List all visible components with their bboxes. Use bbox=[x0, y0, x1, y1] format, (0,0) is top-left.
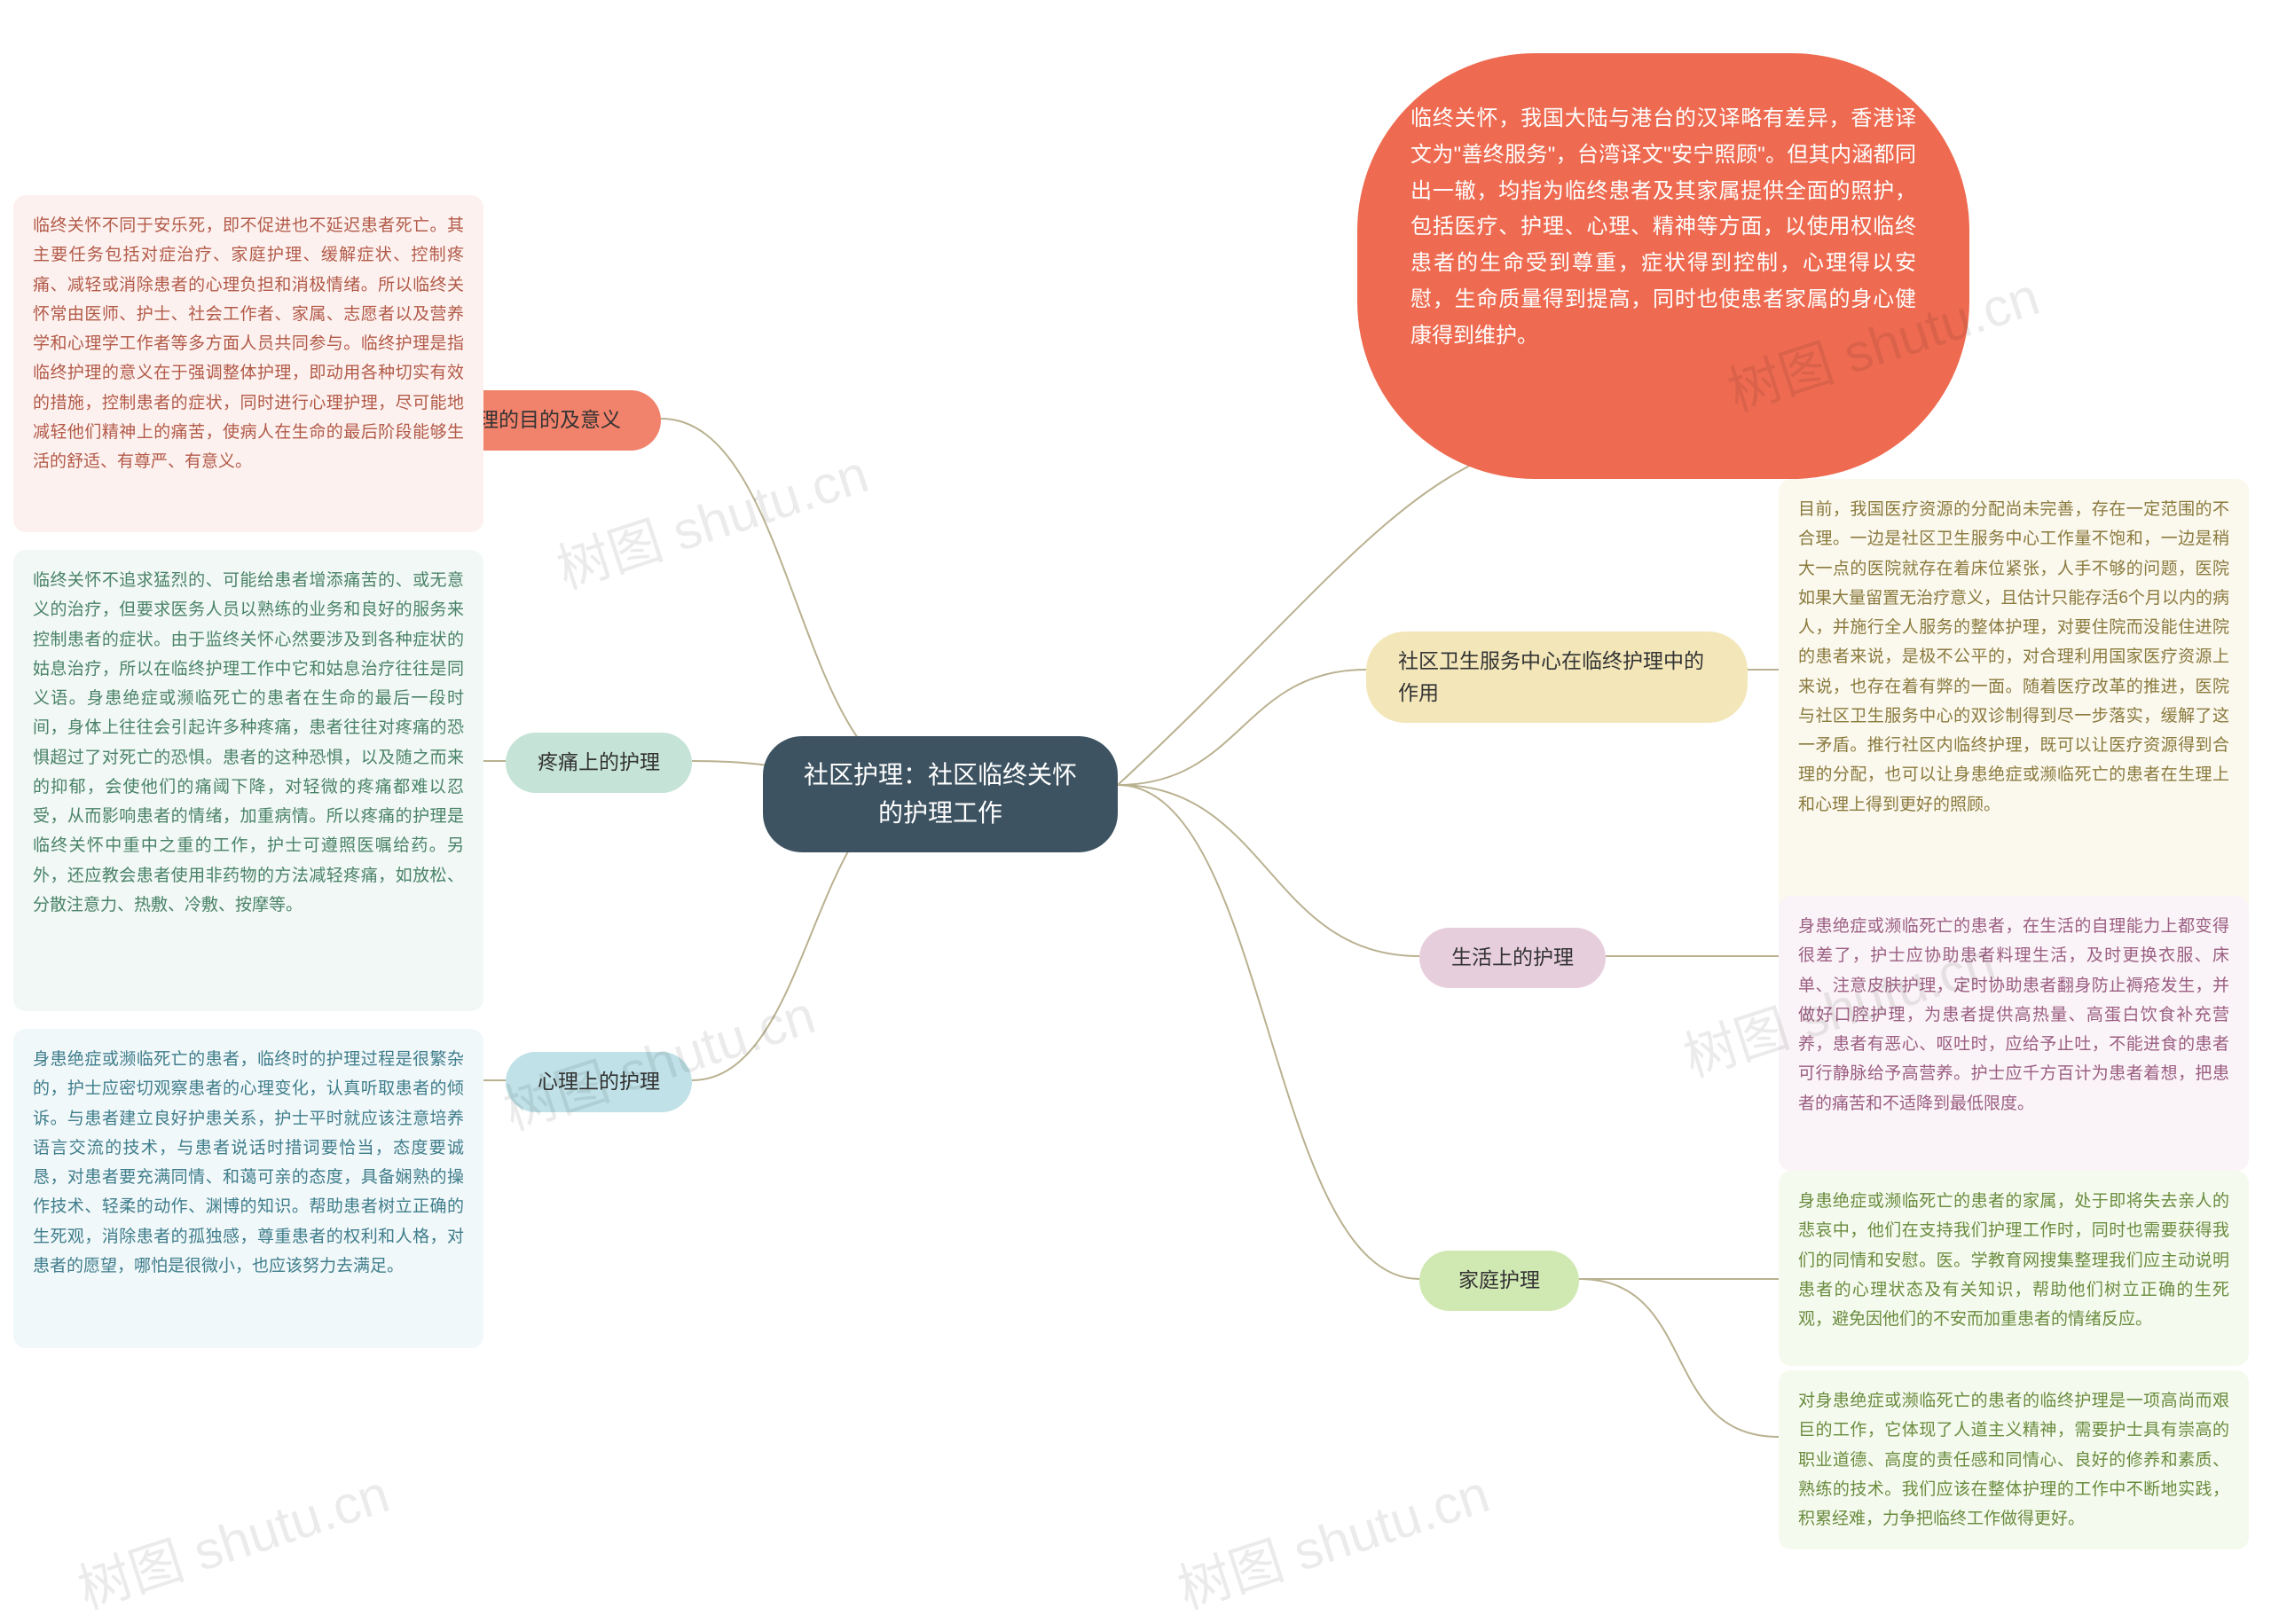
edge bbox=[661, 419, 931, 785]
detail-box: 临终关怀不追求猛烈的、可能给患者增添痛苦的、或无意义的治疗，但要求医务人员以熟练… bbox=[13, 550, 483, 1011]
branch-label: 疼痛上的护理 bbox=[538, 747, 660, 779]
detail-box: 目前，我国医疗资源的分配尚未完善，存在一定范围的不合理。一边是社区卫生服务中心工… bbox=[1779, 479, 2249, 914]
branch-node[interactable]: 生活上的护理 bbox=[1419, 928, 1606, 988]
branch-label: 心理上的护理 bbox=[538, 1066, 660, 1098]
detail-box: 身患绝症或濒临死亡的患者的家属，处于即将失去亲人的悲哀中，他们在支持我们护理工作… bbox=[1779, 1171, 2249, 1366]
edge bbox=[1118, 452, 1499, 785]
summary-text: 临终关怀，我国大陆与港台的汉译略有差异，香港译文为"善终服务"，台湾译文"安宁照… bbox=[1411, 106, 1916, 348]
detail-box: 身患绝症或濒临死亡的患者，临终时的护理过程是很繁杂的，护士应密切观察患者的心理变… bbox=[13, 1029, 483, 1348]
branch-label: 生活上的护理 bbox=[1451, 942, 1574, 974]
mindmap-canvas: 社区护理：社区临终关怀的护理工作 临终关怀，我国大陆与港台的汉译略有差异，香港译… bbox=[0, 0, 2271, 1538]
watermark: 树图 shutu.cn bbox=[546, 431, 876, 604]
center-node[interactable]: 社区护理：社区临终关怀的护理工作 bbox=[763, 736, 1118, 852]
branch-node[interactable]: 心理上的护理 bbox=[506, 1052, 692, 1112]
branch-node[interactable]: 家庭护理 bbox=[1419, 1251, 1579, 1311]
detail-box: 身患绝症或濒临死亡的患者，在生活的自理能力上都变得很差了，护士应协助患者料理生活… bbox=[1779, 896, 2249, 1171]
edge bbox=[1118, 670, 1366, 785]
edge bbox=[1118, 785, 1419, 1279]
detail-box: 临终关怀不同于安乐死，即不促进也不延迟患者死亡。其主要任务包括对症治疗、家庭护理… bbox=[13, 195, 483, 532]
watermark: 树图 shutu.cn bbox=[67, 1451, 397, 1624]
detail-box: 对身患绝症或濒临死亡的患者的临终护理是一项高尚而艰巨的工作，它体现了人道主义精神… bbox=[1779, 1370, 2249, 1549]
branch-node[interactable]: 社区卫生服务中心在临终护理中的作用 bbox=[1366, 632, 1748, 723]
edge bbox=[1118, 785, 1419, 956]
edge bbox=[1579, 1279, 1779, 1437]
watermark: 树图 shutu.cn bbox=[1167, 1451, 1497, 1624]
branch-label: 社区卫生服务中心在临终护理中的作用 bbox=[1398, 646, 1716, 709]
summary-blob[interactable]: 临终关怀，我国大陆与港台的汉译略有差异，香港译文为"善终服务"，台湾译文"安宁照… bbox=[1357, 53, 1969, 479]
branch-label: 家庭护理 bbox=[1458, 1265, 1540, 1297]
branch-node[interactable]: 疼痛上的护理 bbox=[506, 733, 692, 793]
center-label: 社区护理：社区临终关怀的护理工作 bbox=[795, 756, 1086, 833]
